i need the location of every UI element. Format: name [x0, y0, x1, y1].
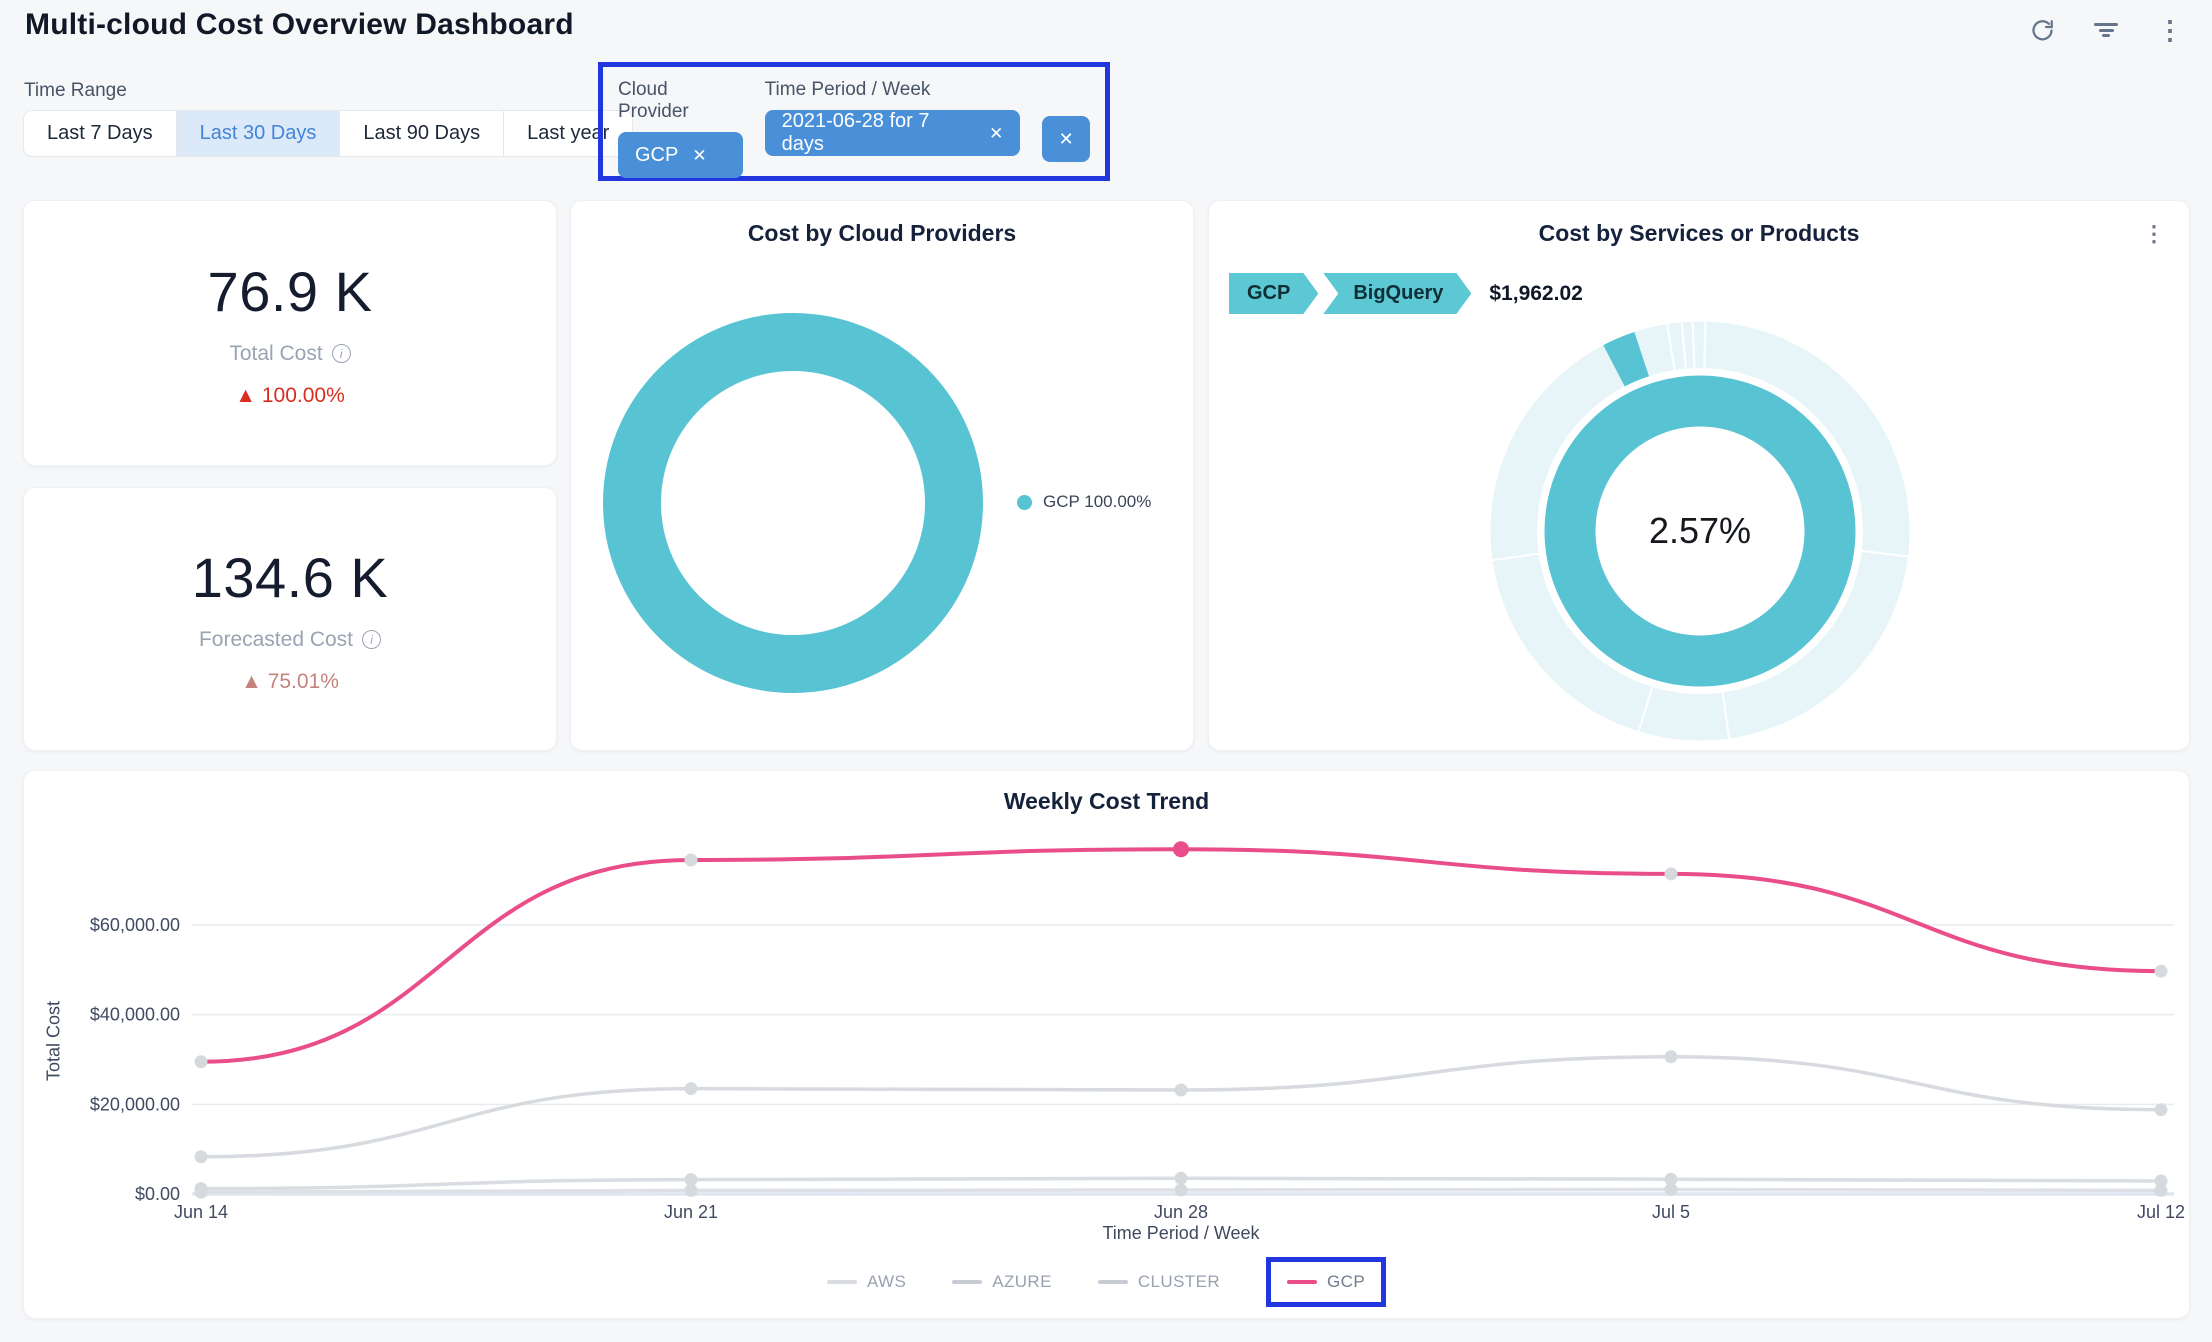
- legend-swatch: [826, 1280, 857, 1284]
- legend-dot: [1017, 494, 1032, 510]
- annotation-box-gcp-legend[interactable]: GCP: [1266, 1257, 1387, 1307]
- legend-swatch: [1097, 1280, 1128, 1284]
- filter-label: Time Period / Week: [764, 79, 931, 100]
- svg-text:Jul 5: Jul 5: [1652, 1202, 1690, 1222]
- legend-label: AWS: [866, 1272, 907, 1291]
- legend-label: GCP 100.00%: [1043, 492, 1152, 511]
- legend-label: GCP: [1327, 1272, 1366, 1291]
- providers-donut-chart[interactable]: [571, 201, 1195, 752]
- time-range-label: Time Range: [24, 80, 127, 101]
- svg-text:Jun 21: Jun 21: [664, 1202, 718, 1222]
- kpi-card-total-cost: 76.9 K Total Cost i ▲ 100.00%: [23, 200, 557, 466]
- svg-text:$20,000.00: $20,000.00: [90, 1094, 180, 1114]
- providers-chart-card: Cost by Cloud Providers GCP 100.00%: [570, 200, 1194, 751]
- header-actions: ⋮: [2028, 16, 2184, 44]
- filter-cloud-provider: Cloud Provider GCP ✕: [618, 79, 743, 178]
- legend-item-gcp[interactable]: GCP 100.00%: [1017, 492, 1151, 512]
- kpi-delta: ▲ 75.01%: [241, 669, 339, 693]
- kpi-label: Total Cost: [229, 341, 323, 365]
- legend-item-azure[interactable]: AZURE: [952, 1272, 1052, 1292]
- svg-text:Jun 28: Jun 28: [1154, 1202, 1208, 1222]
- filter-chip-gcp[interactable]: GCP ✕: [618, 132, 743, 178]
- time-range-button[interactable]: Last 30 Days: [176, 111, 341, 156]
- services-sunburst-chart[interactable]: [1209, 201, 2191, 752]
- clear-filters-button[interactable]: ✕: [1042, 116, 1090, 162]
- chart-title: Cost by Services or Products: [1538, 220, 1860, 246]
- page-title: Multi-cloud Cost Overview Dashboard: [25, 8, 574, 41]
- chart-title: Weekly Cost Trend: [1003, 788, 1210, 814]
- legend-label: CLUSTER: [1137, 1272, 1221, 1291]
- x-axis-title: Time Period / Week: [1102, 1223, 1260, 1243]
- trend-chart-card: Weekly Cost Trend $0.00 $20,000.00 $40,000…: [23, 770, 2190, 1319]
- filter-chip-value: 2021-06-28 for 7 days: [781, 110, 930, 155]
- legend-item-cluster[interactable]: CLUSTER: [1097, 1272, 1221, 1292]
- legend-item-aws[interactable]: AWS: [826, 1272, 907, 1292]
- filter-label: Cloud Provider: [618, 79, 689, 122]
- chart-title: Cost by Cloud Providers: [747, 220, 1017, 246]
- services-chart-card: Cost by Services or Products ⋮ GCP BigQu…: [1208, 200, 2190, 751]
- svg-text:Jun 14: Jun 14: [174, 1202, 228, 1222]
- y-axis-title: Total Cost: [43, 1000, 64, 1082]
- close-icon[interactable]: ✕: [989, 123, 1004, 143]
- breadcrumb-bigquery[interactable]: BigQuery: [1323, 273, 1471, 314]
- svg-text:Jul 12: Jul 12: [2137, 1202, 2185, 1222]
- info-icon[interactable]: i: [362, 630, 382, 649]
- up-triangle-icon: ▲: [241, 669, 262, 693]
- filter-chip-period[interactable]: 2021-06-28 for 7 days ✕: [764, 110, 1021, 156]
- legend-label: AZURE: [992, 1272, 1052, 1291]
- trend-legend: AWS AZURE CLUSTER GCP: [24, 1257, 2189, 1307]
- svg-text:$0.00: $0.00: [135, 1184, 180, 1204]
- refresh-icon[interactable]: [2028, 16, 2056, 44]
- kpi-label: Forecasted Cost: [198, 627, 354, 651]
- kpi-card-forecasted-cost: 134.6 K Forecasted Cost i ▲ 75.01%: [23, 487, 557, 751]
- kpi-value: 134.6 K: [191, 545, 389, 609]
- trend-line-chart[interactable]: $0.00 $20,000.00 $40,000.00 $60,000.00 Jun 1…: [24, 771, 2191, 1251]
- svg-text:$40,000.00: $40,000.00: [90, 1005, 180, 1025]
- legend-swatch: [1287, 1280, 1318, 1284]
- svg-text:$60,000.00: $60,000.00: [90, 915, 180, 935]
- time-range-group: Last 7 Days Last 30 Days Last 90 Days La…: [23, 110, 634, 157]
- filter-icon[interactable]: [2092, 16, 2120, 44]
- kpi-delta: ▲ 100.00%: [235, 383, 345, 407]
- breadcrumb-gcp[interactable]: GCP: [1229, 273, 1318, 314]
- time-range-button[interactable]: Last 90 Days: [340, 111, 505, 156]
- kpi-value: 76.9 K: [207, 259, 373, 323]
- filter-time-period: Time Period / Week 2021-06-28 for 7 days…: [764, 79, 1021, 156]
- sunburst-highlight-segment[interactable]: [1449, 280, 1951, 752]
- more-menu-icon[interactable]: ⋮: [2157, 15, 2183, 45]
- time-range-button[interactable]: Last year: [504, 111, 633, 156]
- donut-center-value: 2.57%: [1648, 510, 1752, 551]
- filter-chip-value: GCP: [635, 143, 679, 166]
- breadcrumb: GCP BigQuery $1,962.02: [1229, 273, 1583, 314]
- breadcrumb-amount: $1,962.02: [1489, 281, 1583, 305]
- legend-swatch: [952, 1280, 983, 1284]
- annotation-box-filters: Cloud Provider GCP ✕ Time Period / Week …: [598, 62, 1110, 181]
- close-icon[interactable]: ✕: [692, 145, 707, 165]
- info-icon[interactable]: i: [331, 344, 351, 363]
- up-triangle-icon: ▲: [235, 383, 257, 407]
- time-range-button[interactable]: Last 7 Days: [24, 111, 177, 156]
- card-more-icon[interactable]: ⋮: [2143, 221, 2165, 246]
